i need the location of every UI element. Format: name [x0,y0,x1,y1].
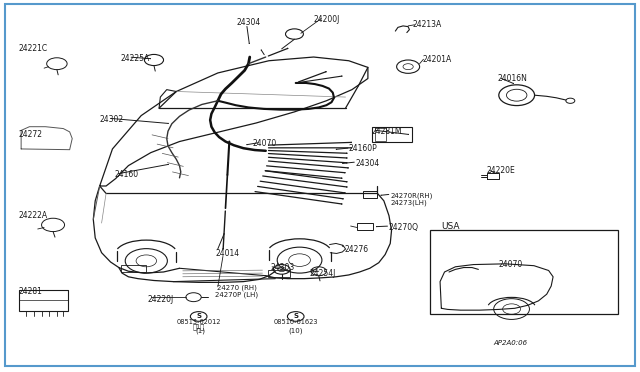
Text: 24225A: 24225A [121,54,150,62]
Text: 24281: 24281 [19,287,42,296]
Text: 24276: 24276 [344,245,369,254]
Text: 08513-62012: 08513-62012 [177,319,221,325]
Text: 08510-61623: 08510-61623 [273,319,318,325]
Text: 24272: 24272 [19,129,43,139]
Bar [19,290,68,300]
Text: USA: USA [442,222,460,231]
Text: 24220E: 24220E [486,166,515,175]
Text: 24304: 24304 [237,19,261,28]
Text: 24222A: 24222A [19,211,48,220]
Text: 24302: 24302 [100,115,124,124]
Text: 24281M: 24281M [371,126,401,136]
Text: 24270R(RH): 24270R(RH) [390,192,433,199]
Bar [268,270,290,277]
Text: 24200J: 24200J [314,15,340,24]
Text: 24070: 24070 [499,260,523,269]
Text: S: S [293,314,298,320]
Bar [430,231,618,314]
Text: 24303: 24303 [270,263,294,272]
Text: 24273(LH): 24273(LH) [390,199,427,206]
Bar [121,265,147,272]
Bar [19,290,68,311]
Text: 24201A: 24201A [422,55,451,64]
Text: 24160P: 24160P [349,144,378,153]
Text: 24270P (LH): 24270P (LH) [214,291,258,298]
Text: S: S [196,314,201,320]
Text: 24304: 24304 [355,158,380,167]
Text: 24221C: 24221C [19,44,48,53]
Text: AP2A0:06: AP2A0:06 [493,340,527,346]
Text: 24016N: 24016N [497,74,527,83]
Text: 24014: 24014 [215,249,239,258]
Text: (10): (10) [289,328,303,334]
Text: 24213A: 24213A [413,20,442,29]
Text: 24220J: 24220J [148,295,174,304]
Text: 24270 (RH): 24270 (RH) [216,285,257,291]
Bar [375,128,387,141]
Bar [372,127,412,142]
Bar [357,223,373,231]
Text: 24070: 24070 [253,139,277,148]
Text: 24254J: 24254J [310,269,336,278]
Text: 24160: 24160 [115,170,138,179]
Text: 、1）: 、1） [193,324,205,330]
Bar [364,191,378,198]
Text: (1): (1) [195,328,205,334]
Text: 24270Q: 24270Q [389,223,419,232]
